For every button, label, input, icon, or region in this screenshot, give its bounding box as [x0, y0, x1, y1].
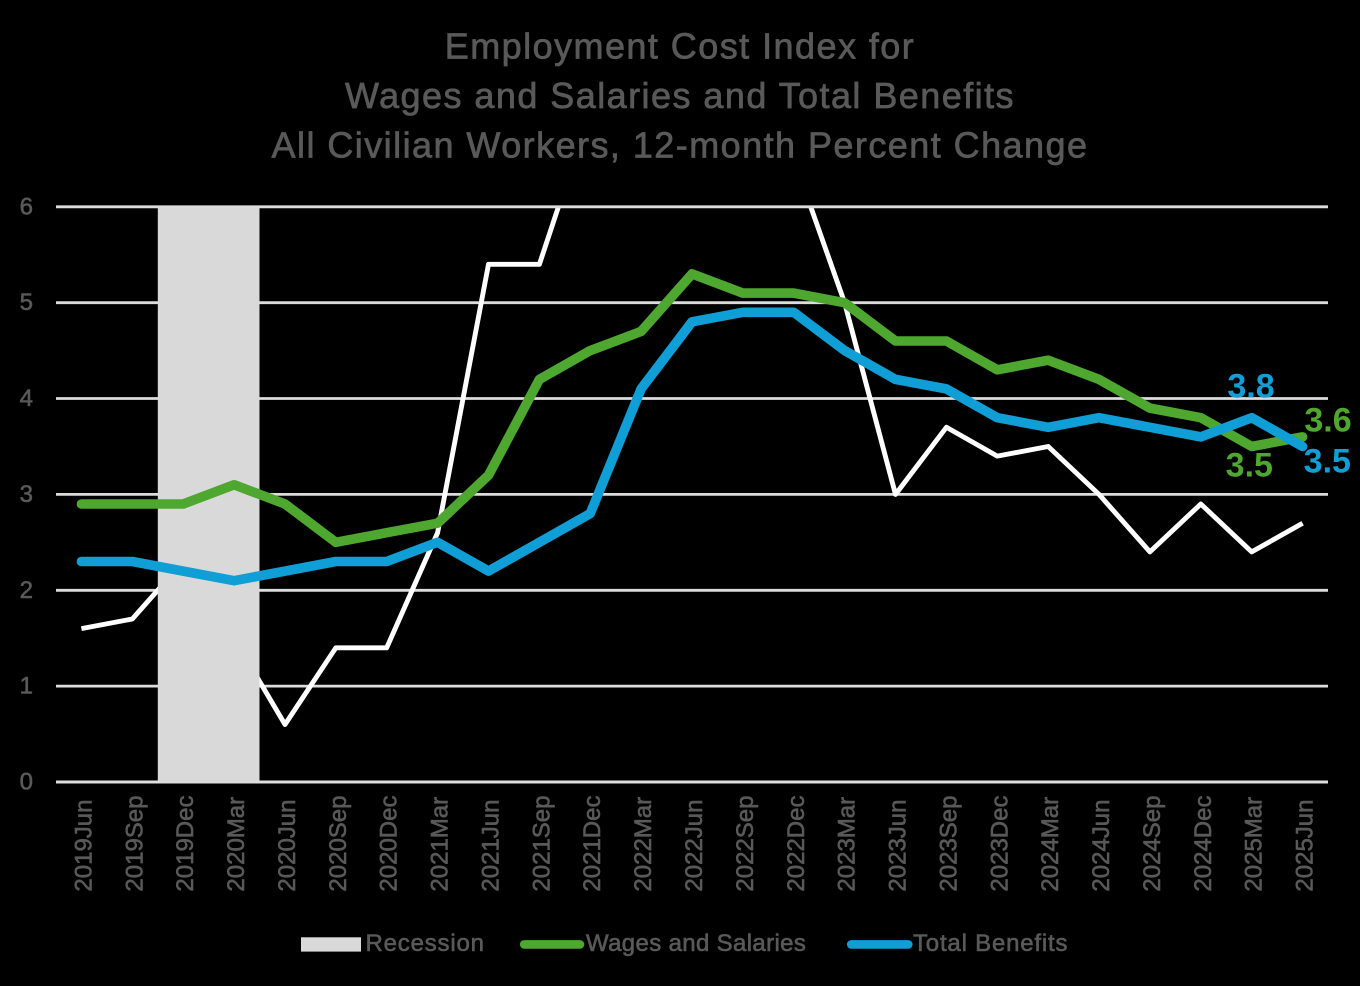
- svg-text:Employment Cost Index for: Employment Cost Index for: [445, 26, 915, 67]
- svg-text:2019Dec: 2019Dec: [172, 796, 199, 892]
- svg-text:All Civilian Workers, 12-month: All Civilian Workers, 12-month Percent C…: [272, 124, 1089, 165]
- svg-text:2025Jun: 2025Jun: [1292, 800, 1319, 892]
- svg-text:2019Jun: 2019Jun: [70, 800, 97, 892]
- svg-text:2: 2: [20, 577, 33, 604]
- svg-text:2019Sep: 2019Sep: [121, 796, 148, 892]
- svg-text:2020Mar: 2020Mar: [223, 797, 250, 892]
- svg-text:Wages and Salaries: Wages and Salaries: [586, 930, 806, 957]
- svg-text:2024Dec: 2024Dec: [1190, 796, 1217, 892]
- svg-text:2023Sep: 2023Sep: [935, 796, 962, 892]
- svg-text:2021Mar: 2021Mar: [427, 797, 454, 892]
- svg-text:3: 3: [20, 481, 33, 508]
- svg-text:2021Jun: 2021Jun: [478, 800, 505, 892]
- svg-text:Total Benefits: Total Benefits: [913, 930, 1068, 957]
- svg-text:6: 6: [20, 193, 33, 220]
- svg-text:3.6: 3.6: [1304, 402, 1351, 440]
- svg-text:2023Mar: 2023Mar: [834, 797, 861, 892]
- svg-text:2022Mar: 2022Mar: [630, 797, 657, 892]
- svg-text:2021Dec: 2021Dec: [579, 796, 606, 892]
- svg-text:2024Sep: 2024Sep: [1139, 796, 1166, 892]
- svg-text:2023Dec: 2023Dec: [986, 796, 1013, 892]
- svg-text:0: 0: [20, 769, 33, 796]
- svg-text:2022Dec: 2022Dec: [783, 796, 810, 892]
- svg-text:2023Jun: 2023Jun: [885, 800, 912, 892]
- svg-text:2022Jun: 2022Jun: [681, 800, 708, 892]
- svg-text:Recession: Recession: [366, 930, 485, 957]
- svg-text:4: 4: [20, 385, 33, 412]
- svg-text:2020Sep: 2020Sep: [325, 796, 352, 892]
- svg-text:3.5: 3.5: [1226, 447, 1273, 485]
- svg-text:Wages and Salaries and Total B: Wages and Salaries and Total Benefits: [345, 75, 1015, 116]
- svg-text:2021Sep: 2021Sep: [528, 796, 555, 892]
- svg-text:5: 5: [20, 289, 33, 316]
- svg-text:1: 1: [20, 673, 33, 700]
- svg-text:3.8: 3.8: [1227, 368, 1274, 406]
- svg-text:2022Sep: 2022Sep: [732, 796, 759, 892]
- svg-text:3.5: 3.5: [1304, 442, 1351, 480]
- svg-text:2024Mar: 2024Mar: [1037, 797, 1064, 892]
- svg-text:2020Dec: 2020Dec: [376, 796, 403, 892]
- svg-text:2024Jun: 2024Jun: [1088, 800, 1115, 892]
- svg-text:2020Jun: 2020Jun: [274, 800, 301, 892]
- svg-text:2025Mar: 2025Mar: [1241, 797, 1268, 892]
